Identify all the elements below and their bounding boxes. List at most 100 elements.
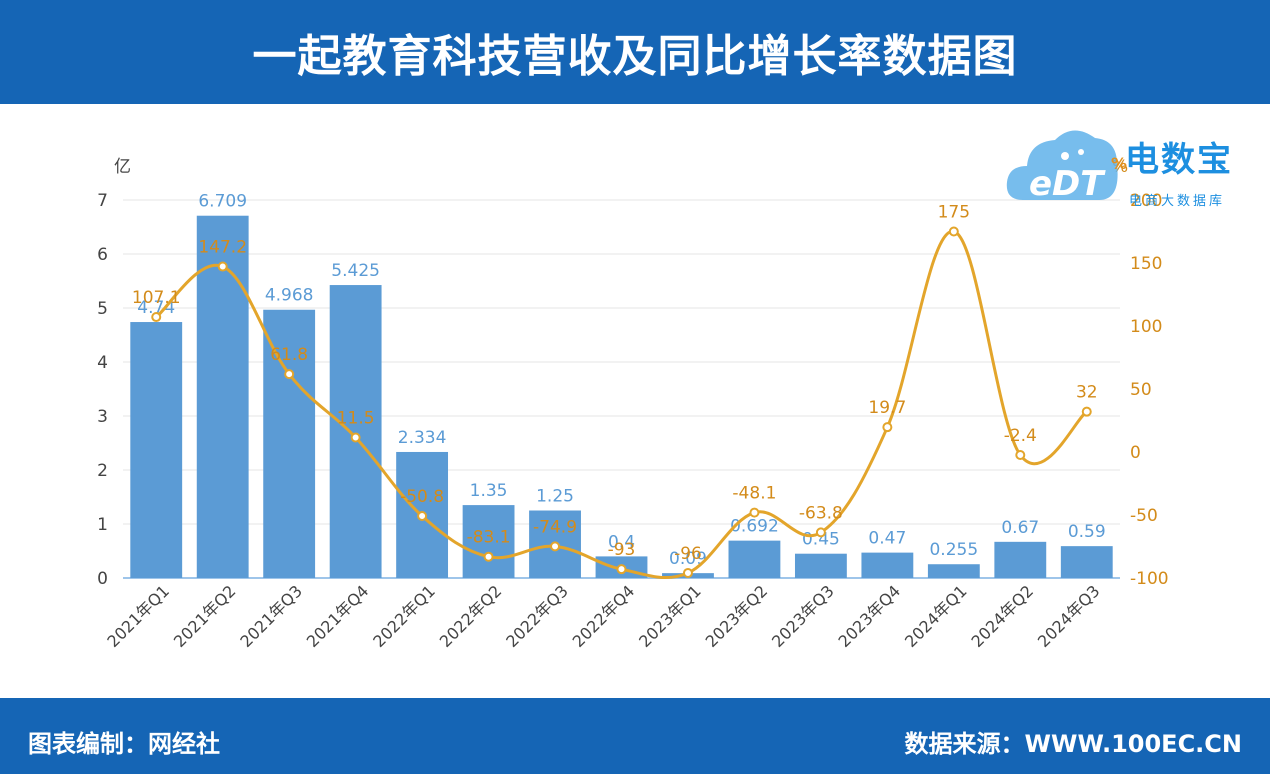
line-value-label: -50.8 (400, 487, 444, 507)
line-value-label: 107.1 (132, 288, 181, 308)
line-value-label: 32 (1076, 383, 1098, 403)
x-tick-label: 2023年Q4 (835, 581, 905, 651)
x-tick-label: 2023年Q3 (768, 581, 838, 651)
bar (994, 541, 1047, 578)
x-tick-label: 2024年Q2 (967, 581, 1037, 651)
left-axis: 0 1 2 3 4 5 6 7亿 (97, 157, 131, 589)
bar (196, 215, 249, 578)
x-tick-label: 2023年Q2 (702, 581, 772, 651)
x-tick-label: 2023年Q1 (635, 581, 705, 651)
right-tick-label: 150 (1130, 254, 1162, 274)
left-tick-label: 0 (97, 569, 108, 589)
line-point (550, 541, 561, 552)
line-point (1081, 406, 1092, 417)
bar-value-label: 0.67 (1001, 518, 1039, 538)
line-point (882, 422, 893, 433)
bar (728, 540, 781, 578)
right-tick-label: 200 (1130, 191, 1162, 211)
line-point (682, 567, 693, 578)
header-banner: 一起教育科技营收及同比增长率数据图 (0, 0, 1270, 104)
footer-credit: 图表编制：网经社 (28, 730, 220, 758)
line-value-label: -93 (608, 540, 636, 560)
line-value-label: -74.9 (533, 517, 577, 537)
x-tick-label: 2024年Q3 (1034, 581, 1104, 651)
left-tick-label: 2 (97, 461, 108, 481)
chart-title: 一起教育科技营收及同比增长率数据图 (252, 31, 1018, 82)
bar-value-label: 5.425 (331, 261, 380, 281)
bar-value-label: 2.334 (398, 428, 447, 448)
footer-banner: 图表编制：网经社 数据来源：WWW.100EC.CN (0, 698, 1270, 774)
bar-value-label: 0.692 (730, 517, 779, 537)
line-point (749, 507, 760, 518)
logo-subtitle: 电商大数据库 (1129, 194, 1226, 209)
left-tick-label: 6 (97, 245, 108, 265)
line-labels: 107.1 147.2 61.8 11.5 -50.8 -83.1 -74.9 -93 -96 -… (132, 203, 1098, 564)
bar (263, 309, 316, 578)
x-tick-label: 2022年Q4 (569, 581, 639, 651)
logo-brand: 电数宝 (1125, 140, 1233, 180)
left-tick-label: 3 (97, 407, 108, 427)
left-axis-unit: 亿 (114, 157, 131, 177)
line-point (284, 369, 295, 380)
bar (794, 553, 847, 578)
line-point (616, 564, 627, 575)
x-tick-labels: 2021年Q12021年Q22021年Q32021年Q42022年Q12022年… (103, 581, 1103, 651)
x-tick-label: 2021年Q4 (303, 581, 373, 651)
right-tick-label: -50 (1130, 506, 1158, 526)
bar-value-label: 1.25 (536, 487, 574, 507)
logo-mark: eDT (1029, 164, 1104, 204)
line-point (350, 432, 361, 443)
bar (329, 285, 382, 578)
x-tick-label: 2021年Q1 (103, 581, 173, 651)
bar-value-label: 1.35 (470, 481, 508, 501)
bar (861, 552, 914, 578)
line-value-label: 147.2 (198, 238, 247, 258)
x-tick-label: 2022年Q3 (502, 581, 572, 651)
line-value-label: 19.7 (868, 398, 906, 418)
bar-value-label: 0.4 (608, 532, 635, 552)
left-tick-label: 5 (97, 299, 108, 319)
line-point (1015, 450, 1026, 461)
combo-chart: 0 1 2 3 4 5 6 7亿 -100 -50 0 50 100 150 200% 4.74 6.709… (97, 157, 1169, 651)
bar-value-label: 4.968 (265, 286, 314, 306)
line-point (417, 511, 428, 522)
x-tick-label: 2024年Q1 (901, 581, 971, 651)
line-value-label: -96 (674, 544, 702, 564)
x-tick-label: 2021年Q2 (170, 581, 240, 651)
cloud-icon (1006, 130, 1118, 200)
left-tick-label: 4 (97, 353, 108, 373)
bar-value-label: 6.709 (198, 192, 247, 212)
line-value-label: 175 (938, 203, 970, 223)
line-point (948, 226, 959, 237)
bar (1060, 546, 1113, 578)
x-tick-label: 2021年Q3 (236, 581, 306, 651)
line-value-label: 11.5 (337, 409, 375, 429)
bar (130, 322, 183, 578)
bar-labels: 4.74 6.709 4.968 5.425 2.334 1.35 1.25 0.4 0.09 0… (137, 192, 1105, 569)
left-tick-label: 1 (97, 515, 108, 535)
bar-value-label: 0.09 (669, 549, 707, 569)
bar (462, 505, 515, 578)
footer-source: 数据来源：WWW.100EC.CN (904, 730, 1243, 758)
line-point (815, 527, 826, 538)
line-value-label: -48.1 (732, 484, 776, 504)
bar (927, 564, 980, 578)
right-tick-label: 100 (1130, 317, 1162, 337)
line-series (151, 226, 1092, 580)
line-point (483, 551, 494, 562)
bar-value-label: 0.47 (868, 529, 906, 549)
line-value-label: -83.1 (467, 528, 511, 548)
logo: eDT % 电数宝 电商大数据库 (1003, 112, 1265, 212)
bar-value-label: 0.59 (1068, 522, 1106, 542)
right-tick-label: 0 (1130, 443, 1141, 463)
bar-value-label: 4.74 (137, 298, 175, 318)
line-point (217, 261, 228, 272)
bar-value-label: 0.255 (929, 540, 978, 560)
line-value-label: -63.8 (799, 503, 843, 523)
logo-pct: % (1111, 154, 1128, 173)
line-point (151, 312, 162, 323)
right-tick-label: 50 (1130, 380, 1152, 400)
right-axis: -100 -50 0 50 100 150 200% (1112, 157, 1169, 589)
x-tick-label: 2022年Q2 (436, 581, 506, 651)
